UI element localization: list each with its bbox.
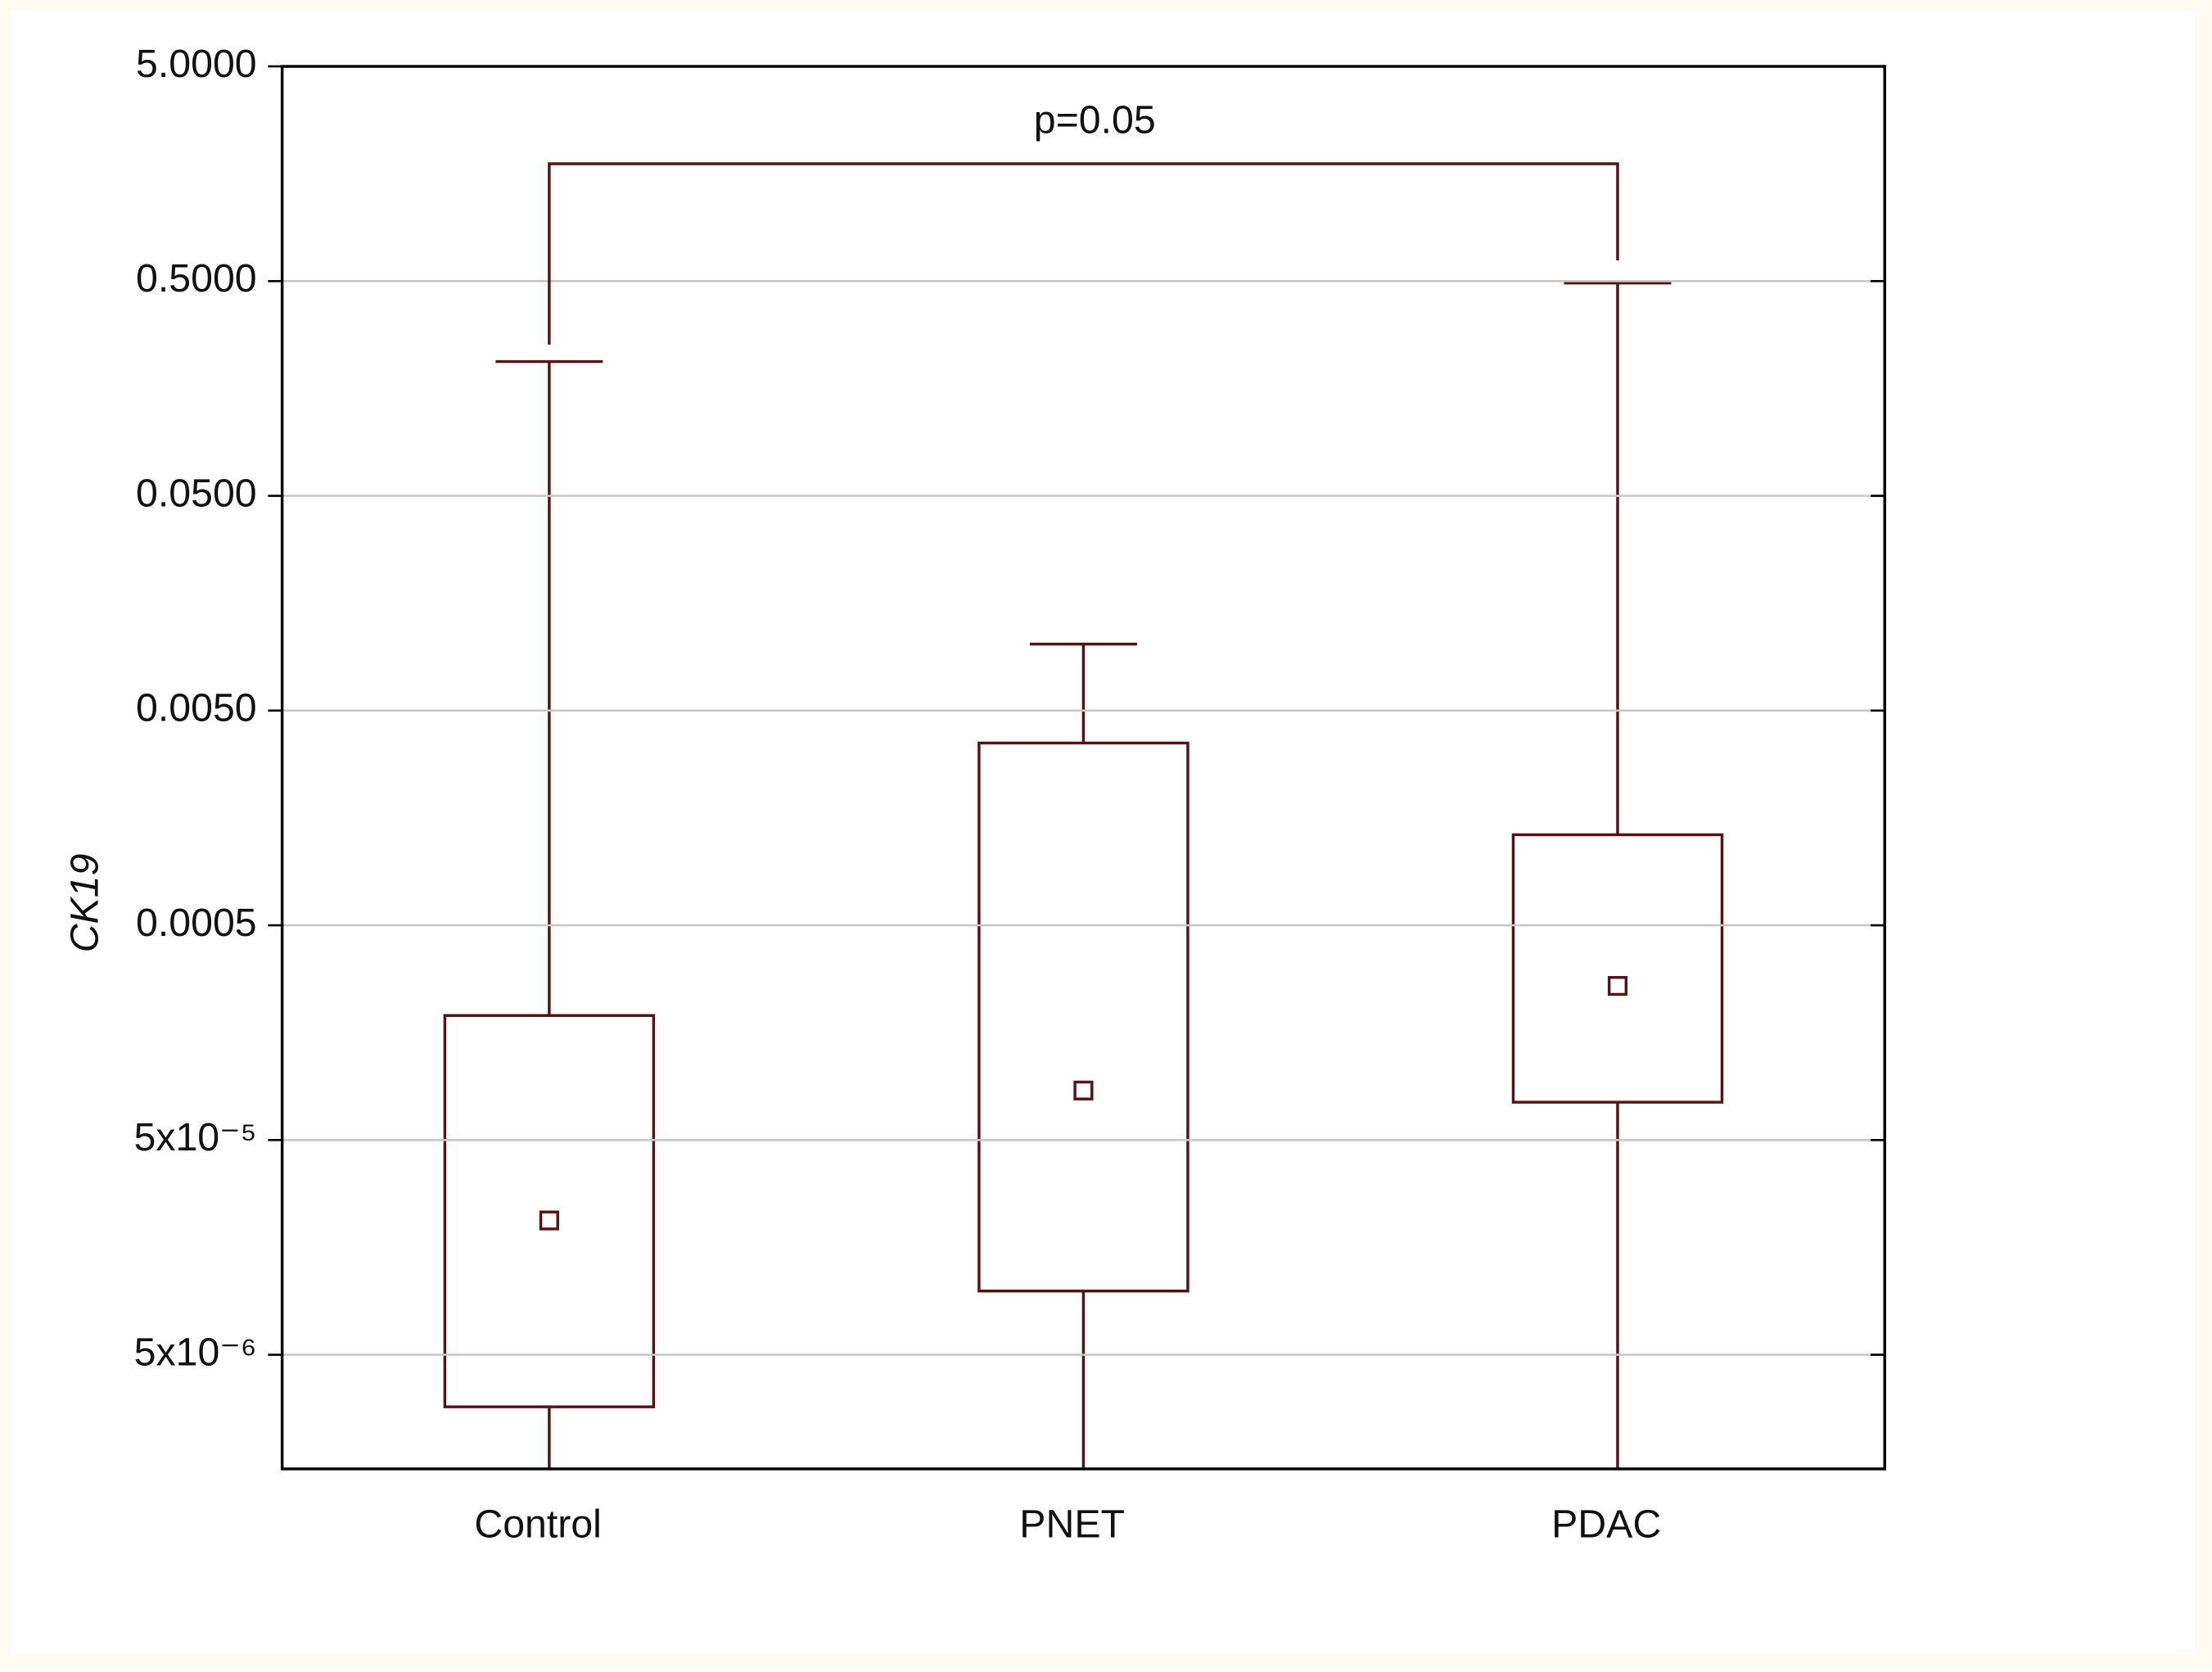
median-marker [1607, 976, 1628, 996]
x-tick-label: PNET [1019, 1502, 1125, 1546]
significance-bracket [548, 162, 1619, 345]
x-tick-label: Control [474, 1502, 602, 1546]
y-tick-label: 5x10⁻⁵ [134, 1115, 257, 1159]
y-tick-label: 0.0005 [136, 901, 257, 945]
y-tick-label: 5.0000 [136, 42, 257, 86]
median-marker [1073, 1080, 1094, 1100]
y-tick-label: 0.0050 [136, 686, 257, 730]
median-marker [539, 1210, 559, 1231]
annotation: p=0.05 [1034, 98, 1156, 142]
x-tick-label: PDAC [1551, 1502, 1661, 1546]
y-tick-label: 0.5000 [136, 256, 257, 301]
y-tick-label: 5x10⁻⁶ [134, 1330, 257, 1374]
plot-area [443, 281, 1724, 1469]
y-axis-label: CK19 [63, 854, 107, 953]
box [1511, 833, 1724, 1104]
box [977, 741, 1190, 1293]
y-tick-label: 0.0500 [136, 471, 257, 515]
plot-frame [280, 65, 1886, 1471]
